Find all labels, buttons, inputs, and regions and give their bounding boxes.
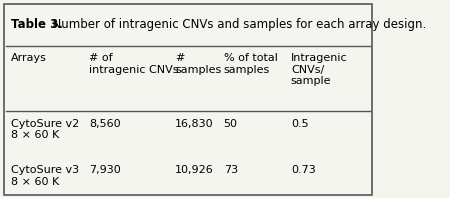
Text: 10,926: 10,926 [175, 165, 214, 175]
Text: 8,560: 8,560 [89, 119, 121, 129]
Text: Arrays: Arrays [11, 53, 47, 63]
Text: 50: 50 [224, 119, 238, 129]
Text: 0.73: 0.73 [291, 165, 315, 175]
Text: 73: 73 [224, 165, 238, 175]
Text: 16,830: 16,830 [175, 119, 214, 129]
Text: Number of intragenic CNVs and samples for each array design.: Number of intragenic CNVs and samples fo… [45, 18, 427, 31]
Text: 7,930: 7,930 [89, 165, 121, 175]
Text: # of
intragenic CNVs: # of intragenic CNVs [89, 53, 179, 75]
Text: #
samples: # samples [175, 53, 221, 75]
Text: CytoSure v3
8 × 60 K: CytoSure v3 8 × 60 K [11, 165, 79, 187]
Text: % of total
samples: % of total samples [224, 53, 278, 75]
FancyBboxPatch shape [4, 4, 372, 195]
Text: CytoSure v2
8 × 60 K: CytoSure v2 8 × 60 K [11, 119, 79, 140]
Text: Intragenic
CNVs/
sample: Intragenic CNVs/ sample [291, 53, 347, 86]
Text: 0.5: 0.5 [291, 119, 309, 129]
Text: Table 3.: Table 3. [11, 18, 63, 31]
